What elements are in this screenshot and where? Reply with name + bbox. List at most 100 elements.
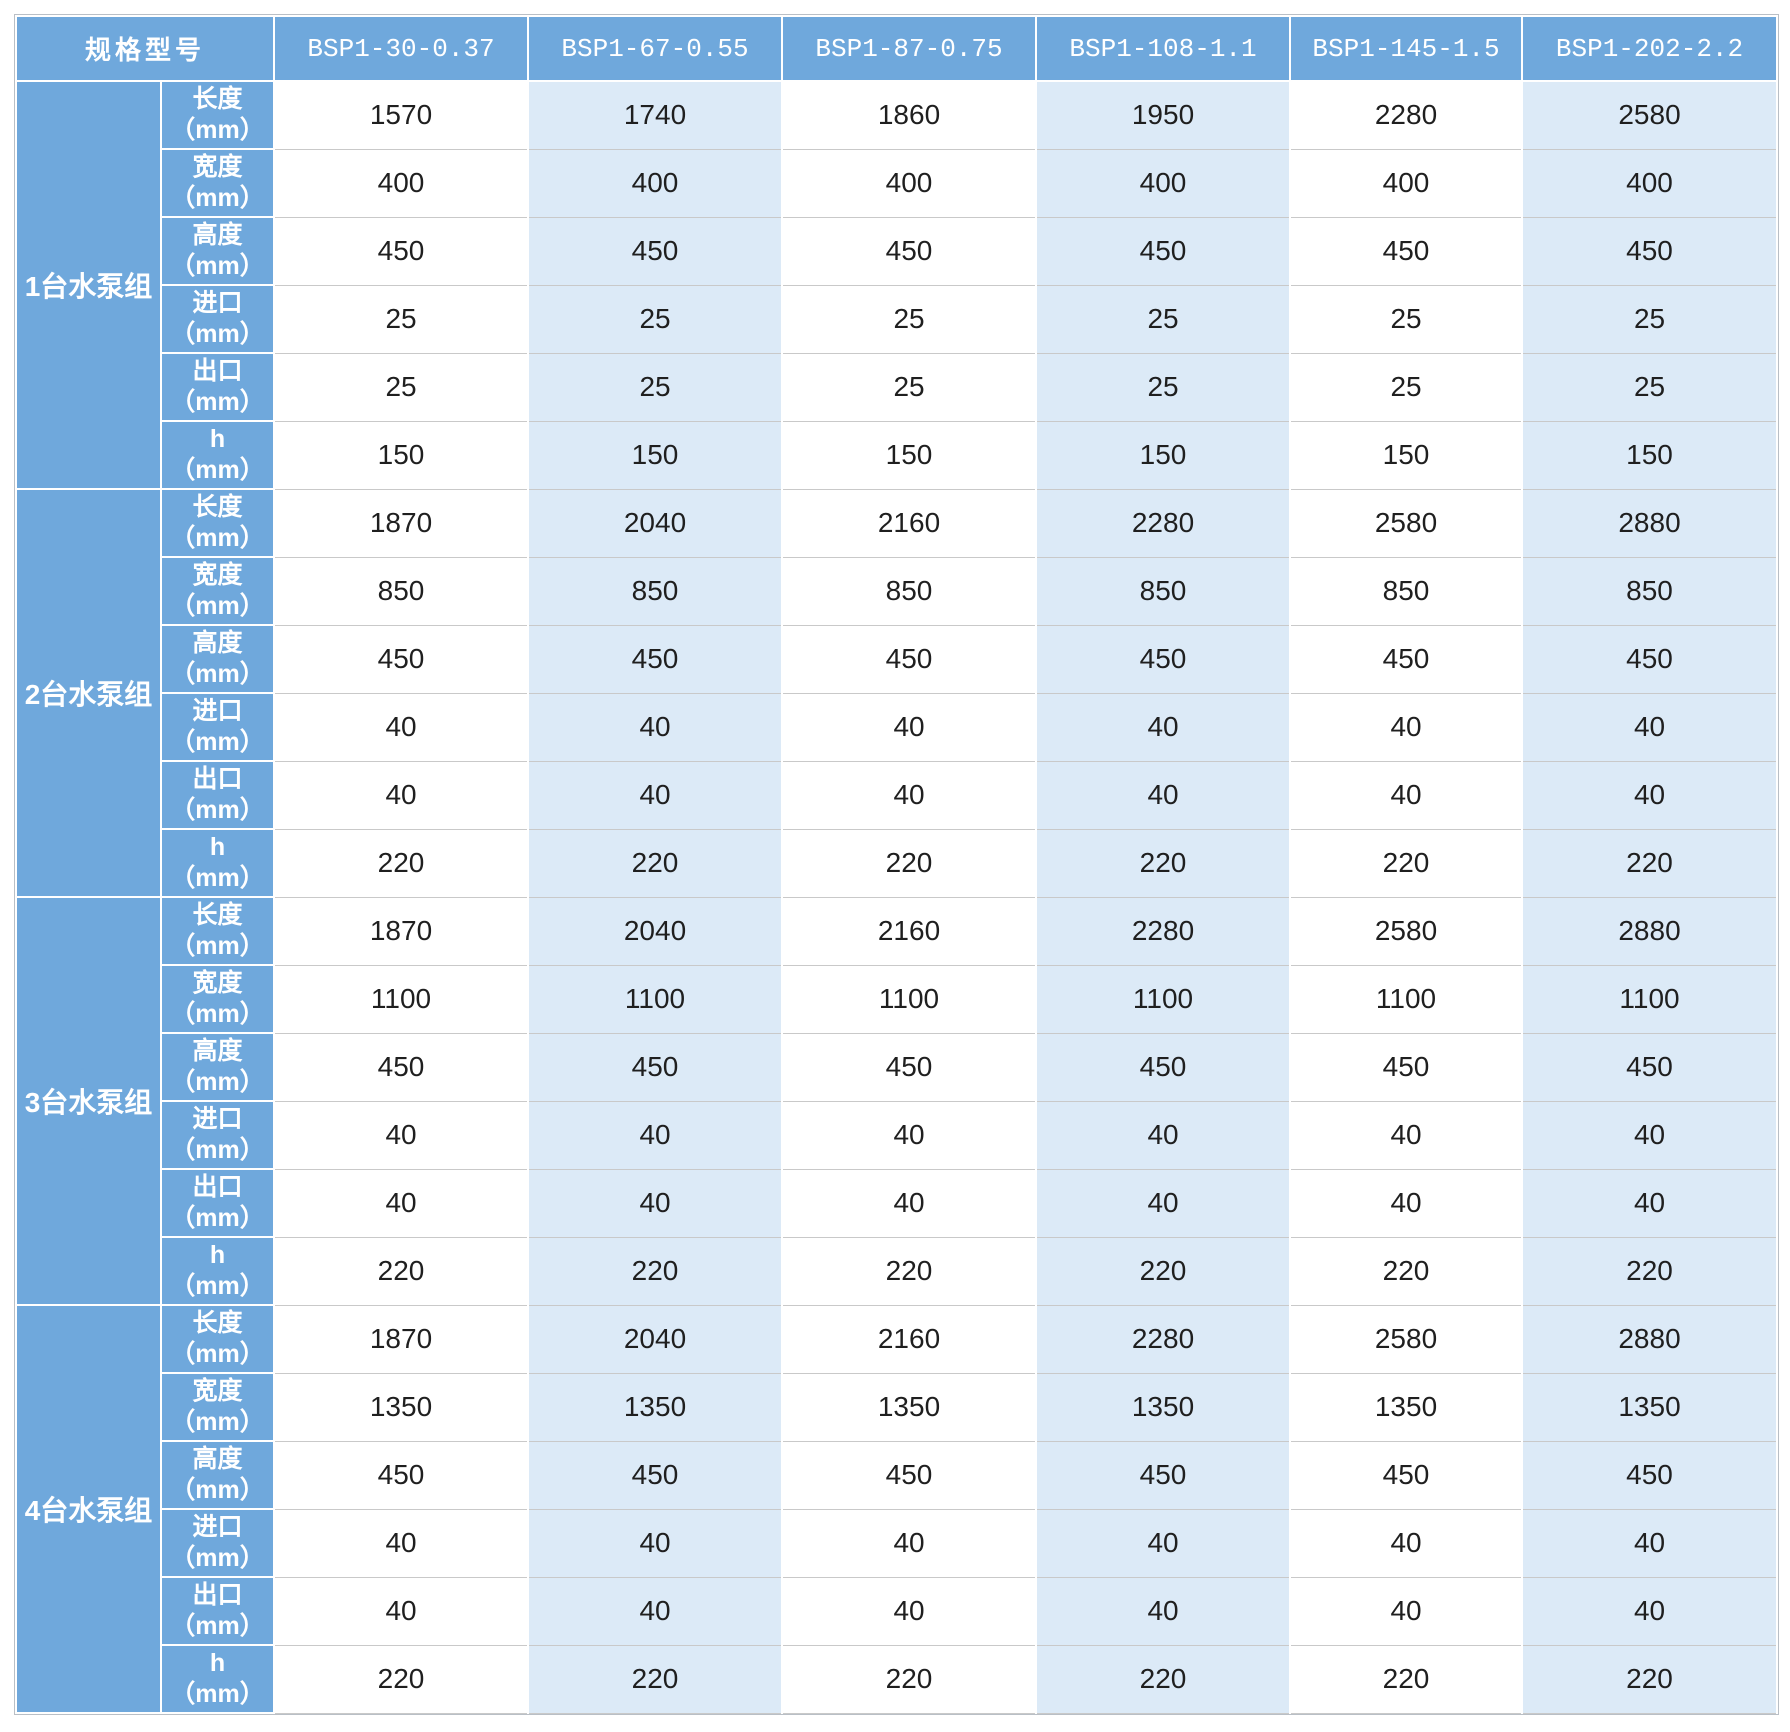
row-label-name: 进口: [192, 1105, 243, 1133]
value-cell: 40: [1035, 1576, 1292, 1646]
value-cell: 150: [527, 420, 784, 490]
column-header-model-5: BSP1-145-1.5: [1289, 15, 1524, 82]
row-label-unit: （mm）: [170, 1612, 265, 1640]
group-label: 1台水泵组: [15, 80, 162, 490]
row-label-unit: （mm）: [170, 320, 265, 348]
table-row: 高度 （mm） 450 450 450 450 450 450: [16, 624, 1779, 694]
value-cell: 1570: [273, 80, 530, 150]
row-label-name: 出口: [192, 765, 243, 793]
value-cell: 450: [527, 1440, 784, 1510]
value-cell: 400: [527, 148, 784, 218]
row-label-name: 高度: [192, 221, 243, 249]
value-cell: 40: [1289, 1168, 1524, 1238]
table-row: 4台水泵组 长度 （mm） 1870 2040 2160 2280 2580 2880: [15, 1304, 1779, 1714]
value-cell: 25: [1035, 352, 1292, 422]
value-cell: 400: [1035, 148, 1292, 218]
value-cell: 150: [1521, 420, 1779, 490]
value-cell: 450: [1035, 1440, 1292, 1510]
row-label: 高度 （mm）: [159, 624, 276, 694]
value-cell: 25: [273, 284, 530, 354]
value-cell: 450: [781, 624, 1038, 694]
row-label-name: 长度: [192, 85, 243, 113]
value-cell: 220: [1521, 828, 1779, 898]
value-cell: 1350: [781, 1372, 1038, 1442]
value-cell: 850: [1521, 556, 1779, 626]
row-label-name: 宽度: [192, 969, 243, 997]
value-cell: 2160: [781, 896, 1038, 966]
spec-table: 规格型号 BSP1-30-0.37 BSP1-67-0.55 BSP1-87-0…: [14, 15, 1779, 1714]
value-cell: 40: [527, 1168, 784, 1238]
table-row: 高度 （mm） 450 450 450 450 450 450: [16, 216, 1779, 286]
row-label-name: 进口: [192, 1513, 243, 1541]
value-cell: 220: [1521, 1236, 1779, 1306]
row-label-unit: （mm）: [170, 252, 265, 280]
value-cell: 25: [1035, 284, 1292, 354]
table-row: h （mm） 220 220 220 220 220 220: [16, 828, 1779, 898]
value-cell: 40: [527, 1508, 784, 1578]
row-label-name: 宽度: [192, 561, 243, 589]
value-cell: 220: [1289, 828, 1524, 898]
row-label-name: 高度: [192, 629, 243, 657]
row-label-unit: （mm）: [170, 388, 265, 416]
value-cell: 2040: [527, 1304, 784, 1374]
row-label-name: h: [209, 1649, 226, 1677]
value-cell: 40: [1521, 1100, 1779, 1170]
value-cell: 450: [527, 1032, 784, 1102]
table-row: 出口 （mm） 40 40 40 40 40 40: [16, 1168, 1779, 1238]
value-cell: 220: [1289, 1644, 1524, 1714]
row-label: 长度 （mm）: [159, 80, 276, 150]
row-label: h （mm）: [159, 1236, 276, 1306]
row-label-name: 出口: [192, 357, 243, 385]
row-label-unit: （mm）: [170, 524, 265, 552]
value-cell: 25: [1521, 352, 1779, 422]
row-label-name: 长度: [192, 901, 243, 929]
value-cell: 40: [1289, 692, 1524, 762]
value-cell: 1100: [273, 964, 530, 1034]
value-cell: 40: [781, 1168, 1038, 1238]
value-cell: 150: [273, 420, 530, 490]
value-cell: 40: [273, 1168, 530, 1238]
table-row: 3台水泵组 长度 （mm） 1870 2040 2160 2280 2580 2880: [15, 896, 1779, 1306]
table-row: 宽度 （mm） 400 400 400 400 400 400: [16, 148, 1779, 218]
value-cell: 2880: [1521, 1304, 1779, 1374]
value-cell: 450: [1035, 624, 1292, 694]
value-cell: 40: [273, 760, 530, 830]
value-cell: 1350: [527, 1372, 784, 1442]
table-row: 高度 （mm） 450 450 450 450 450 450: [16, 1032, 1779, 1102]
value-cell: 450: [527, 216, 784, 286]
column-header-model-2: BSP1-67-0.55: [527, 15, 784, 82]
value-cell: 450: [273, 1032, 530, 1102]
row-label-name: 高度: [192, 1445, 243, 1473]
value-cell: 2880: [1521, 896, 1779, 966]
corner-header: 规格型号: [14, 15, 276, 82]
value-cell: 40: [1289, 1100, 1524, 1170]
value-cell: 450: [273, 216, 530, 286]
value-cell: 1860: [781, 80, 1038, 150]
row-label-unit: （mm）: [170, 1272, 265, 1300]
value-cell: 2580: [1289, 488, 1524, 558]
value-cell: 1350: [1289, 1372, 1524, 1442]
value-cell: 450: [781, 1032, 1038, 1102]
row-label: 长度 （mm）: [159, 488, 276, 558]
value-cell: 40: [1289, 1576, 1524, 1646]
row-label-name: h: [209, 1241, 226, 1269]
row-label-unit: （mm）: [170, 1136, 265, 1164]
row-label: h （mm）: [159, 828, 276, 898]
row-label-unit: （mm）: [170, 864, 265, 892]
value-cell: 1100: [1035, 964, 1292, 1034]
row-label-unit: （mm）: [170, 456, 265, 484]
value-cell: 220: [1521, 1644, 1779, 1714]
table-row: 宽度 （mm） 850 850 850 850 850 850: [16, 556, 1779, 626]
value-cell: 450: [1289, 216, 1524, 286]
value-cell: 220: [1035, 1236, 1292, 1306]
value-cell: 450: [273, 1440, 530, 1510]
row-label-unit: （mm）: [170, 932, 265, 960]
value-cell: 40: [1521, 1508, 1779, 1578]
row-label-unit: （mm）: [170, 1476, 265, 1504]
value-cell: 850: [1289, 556, 1524, 626]
row-label: 进口 （mm）: [159, 692, 276, 762]
value-cell: 40: [273, 692, 530, 762]
column-header-model-3: BSP1-87-0.75: [781, 15, 1038, 82]
table-row: 1台水泵组 长度 （mm） 1570 1740 1860 1950 2280 2580: [15, 80, 1779, 490]
row-label-unit: （mm）: [170, 116, 265, 144]
